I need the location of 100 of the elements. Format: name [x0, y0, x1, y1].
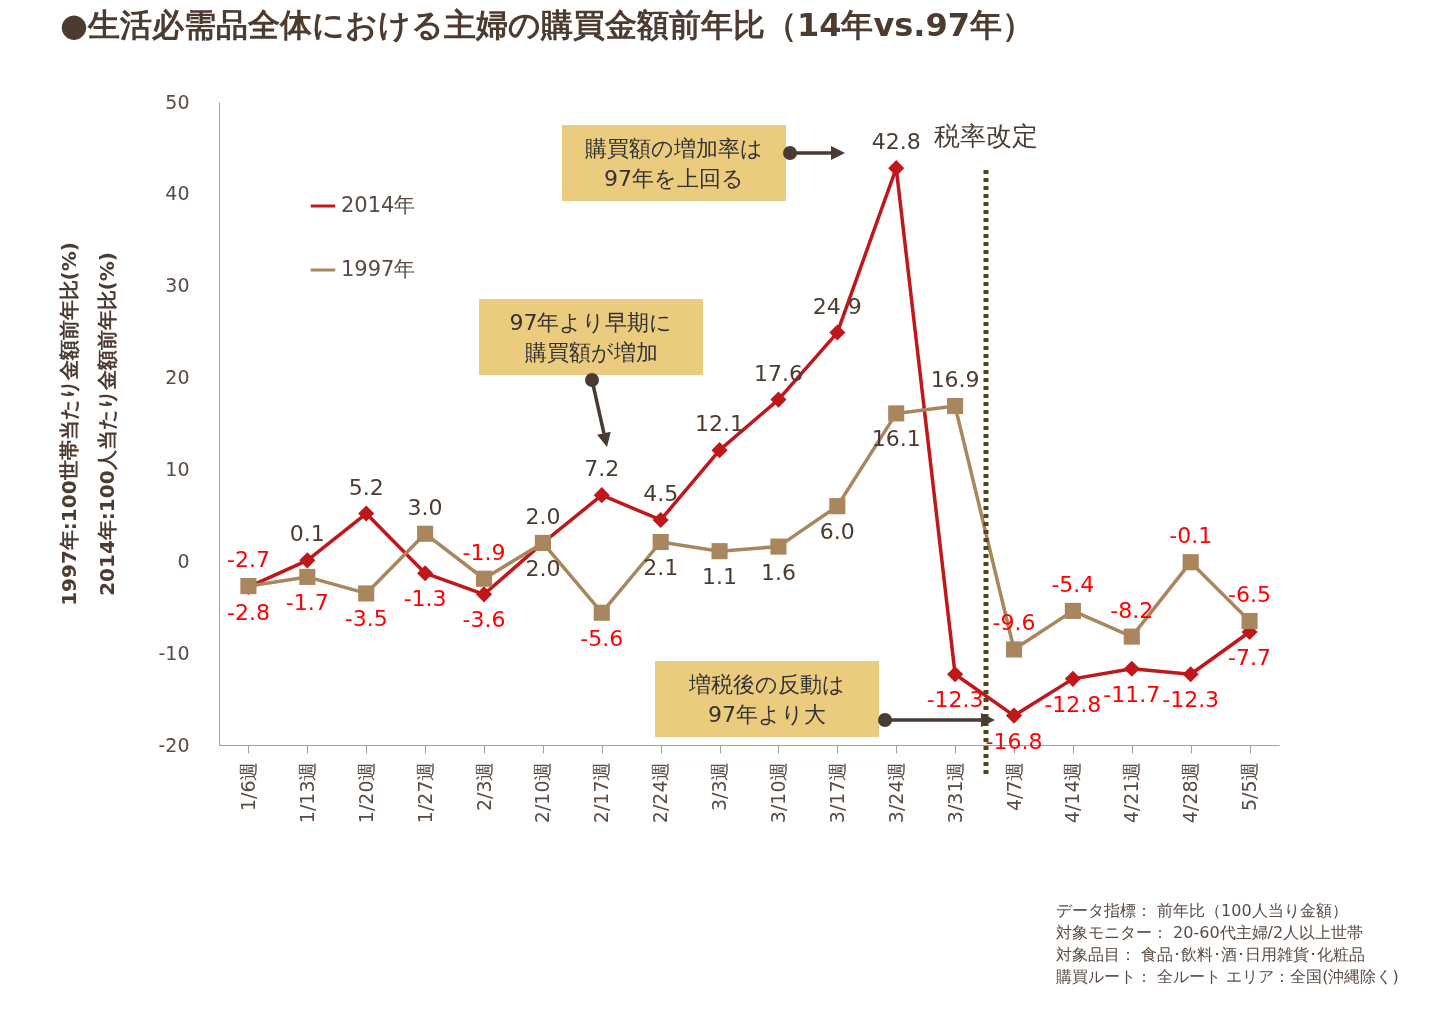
y-tick-label: 10 [165, 457, 190, 480]
data-label: 1.1 [702, 564, 738, 590]
data-label: -2.7 [226, 547, 270, 573]
y-tick-label: 40 [165, 182, 190, 205]
point [652, 533, 669, 551]
point [888, 405, 905, 422]
point [1064, 670, 1081, 687]
data-label: 2.1 [643, 555, 679, 580]
text: 対象モニター： 20-60代主婦/2人以上世帯 [1056, 922, 1365, 944]
y-axis-title: 1997年:100世帯当たり金額前年比(%) 2014年:100人当たり金額前年比(%) [57, 242, 120, 606]
data-label: 5.2 [348, 474, 384, 500]
y-tick-label: 30 [165, 274, 190, 297]
text: データ指標： 前年比（100人当り金額） [1056, 900, 1349, 922]
point [888, 160, 905, 177]
x-tick-label: 3/31週 [943, 761, 966, 824]
point [1123, 628, 1140, 645]
text: 購買ルート： 全ルート エリア：全国(沖縄除く) [1056, 966, 1399, 988]
data-label: 2.0 [525, 503, 561, 529]
point [299, 568, 316, 585]
point [417, 565, 434, 582]
data-label: -7.7 [1228, 645, 1272, 671]
data-label: -1.7 [285, 589, 329, 615]
data-label: -3.5 [344, 606, 388, 632]
annotation: 購買額の増加率は97年を上回る [585, 136, 763, 191]
point [947, 397, 964, 415]
x-tick-label: 3/17週 [825, 761, 848, 824]
x-tick-label: 1/13週 [295, 761, 318, 824]
x-tick-label: 2/10週 [531, 761, 554, 824]
data-label: -5.6 [580, 625, 624, 651]
x-tick-label: 1/6週 [236, 761, 259, 812]
x-tick-label: 4/7週 [1002, 761, 1025, 812]
data-label: 2.0 [525, 555, 561, 581]
point [358, 505, 375, 522]
x-tick-label: 4/28週 [1179, 761, 1202, 824]
point [299, 552, 316, 569]
data-label: 3.0 [407, 494, 443, 520]
data-label: -12.8 [1044, 691, 1102, 717]
point [475, 570, 493, 587]
x-tick-label: 1/20週 [354, 761, 377, 824]
x-tick-label: 3/24週 [884, 761, 907, 824]
data-label: 17.6 [753, 360, 803, 386]
point [652, 511, 669, 529]
ref-line-label: 税率改定 [934, 121, 1038, 151]
x-tick-label: 3/10週 [766, 761, 789, 824]
point [947, 666, 964, 683]
point [1123, 660, 1140, 677]
data-label: -11.7 [1103, 681, 1161, 707]
annotation: 97年より早期に購買額が増加 [509, 310, 673, 365]
data-label: 0.1 [289, 521, 325, 547]
point [829, 324, 846, 341]
data-label: -8.2 [1110, 597, 1154, 623]
x-tick-label: 2/17週 [590, 761, 613, 824]
legend-label: 1997年 [341, 257, 416, 281]
point [711, 442, 728, 459]
data-label: 6.0 [819, 519, 855, 545]
data-label: -6.5 [1228, 581, 1272, 607]
point [1005, 707, 1023, 724]
data-label: 7.2 [584, 456, 620, 482]
point [829, 498, 846, 515]
point [593, 487, 610, 504]
x-tick-label: 2/3週 [472, 761, 495, 812]
legend-label: 2014年 [341, 193, 416, 217]
data-label: -1.9 [462, 539, 506, 565]
data-label: -12.3 [926, 687, 984, 713]
point [1005, 641, 1023, 658]
point [475, 586, 493, 603]
x-tick-label: 4/14週 [1061, 761, 1084, 824]
data-label: 42.8 [871, 129, 921, 155]
point [593, 604, 610, 621]
point [417, 525, 434, 542]
point [770, 538, 787, 555]
data-label: -2.8 [226, 600, 270, 626]
x-tick-label: 4/21週 [1120, 761, 1143, 824]
data-label: 12.1 [695, 411, 745, 437]
data-label: 1.6 [760, 559, 796, 585]
y-tick-label: -10 [158, 641, 190, 664]
y-tick-label: 20 [165, 366, 190, 389]
x-tick-label: 1/27週 [413, 761, 436, 824]
data-label: -16.8 [985, 728, 1043, 754]
point [1182, 666, 1199, 683]
data-label: -5.4 [1051, 571, 1095, 597]
point [770, 391, 787, 408]
data-label: -12.3 [1162, 687, 1220, 713]
point [1241, 612, 1258, 630]
y-tick-label: 50 [165, 90, 190, 113]
chart-title: ●生活必需品全体における主婦の購買金額前年比（14年vs.97年） [59, 6, 1035, 44]
point [711, 543, 728, 560]
y-tick-label: -20 [158, 733, 190, 756]
data-label: -0.1 [1169, 523, 1213, 549]
x-tick-label: 5/5週 [1238, 761, 1261, 812]
text: 対象品目： 食品･飲料･酒･日用雑貨･化粧品 [1056, 944, 1367, 966]
data-label: -3.6 [462, 607, 506, 633]
point [358, 585, 375, 602]
data-label: -1.3 [403, 586, 447, 612]
y-tick-label: 0 [177, 549, 190, 572]
point [1182, 554, 1199, 571]
x-tick-label: 3/3週 [708, 761, 731, 812]
annotation: 増税後の反動は97年より大 [688, 672, 845, 727]
data-label: 4.5 [643, 480, 679, 506]
x-tick-label: 2/24週 [649, 761, 672, 824]
